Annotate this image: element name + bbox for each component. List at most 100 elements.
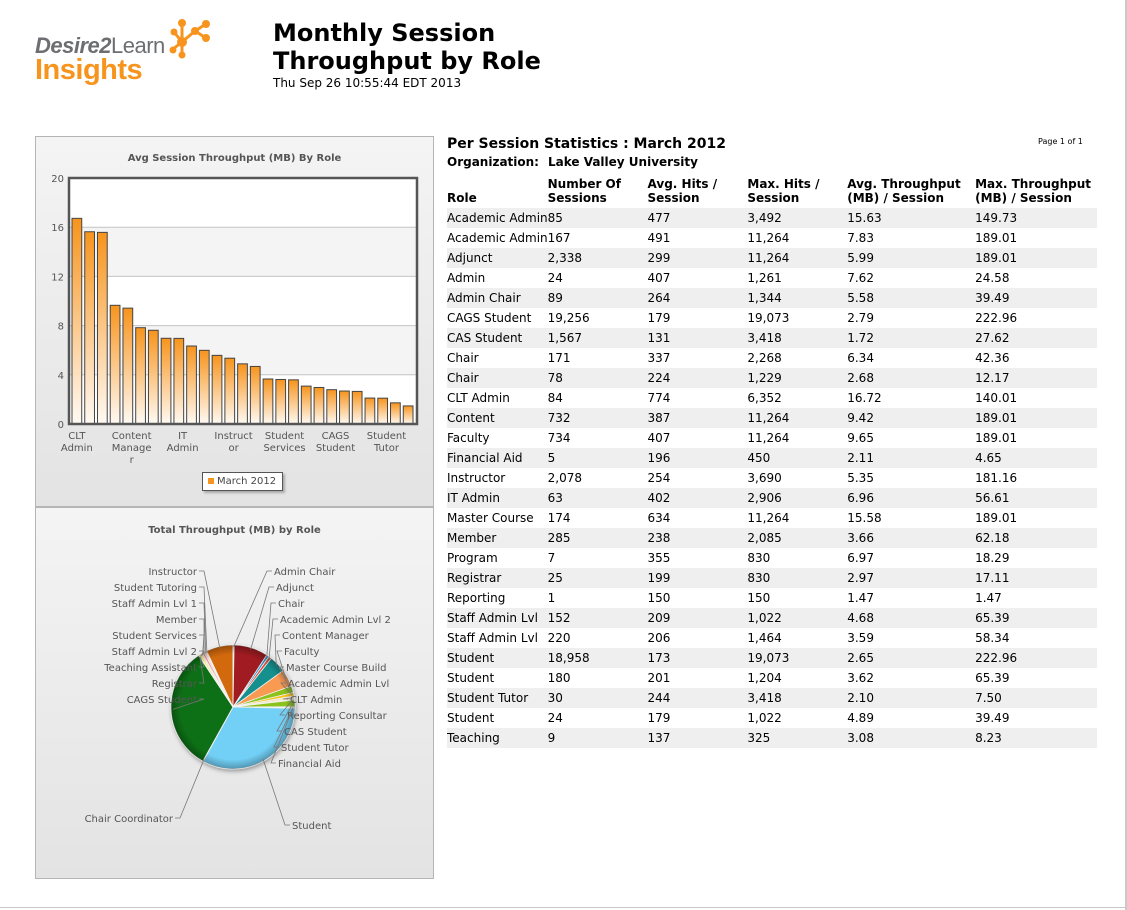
table-row: Student Tutor 30 244 3,418 2.10 7.50: [447, 688, 1097, 708]
column-header: Max. Hits / Session: [747, 177, 820, 205]
pie-label: Content Manager: [282, 631, 370, 642]
table-cell: 137: [647, 728, 748, 748]
grid-band: [69, 227, 417, 277]
x-tick-label: Services: [263, 443, 305, 454]
table-cell: 4.65: [975, 448, 1097, 468]
table-header-row: Role Number Of Sessions Avg. Hits / Session M…: [447, 177, 1097, 208]
bar-chart-title: Avg Session Throughput (MB) By Role: [127, 153, 342, 164]
pie-label: Master Course Build: [286, 663, 387, 674]
table-cell: 19,256: [547, 311, 590, 325]
table-row: Staff Admin Lvl 152 209 1,022 4.68 65.39: [447, 608, 1097, 628]
table-row: Adjunct 2,338 299 11,264 5.99 189.01: [447, 248, 1097, 268]
table-cell: CAS Student: [447, 328, 548, 348]
pie-leader-line: [278, 666, 291, 690]
table-cell: 1.47: [975, 591, 1002, 605]
pie-label: Instructor: [148, 567, 197, 578]
table-cell: 2,906: [747, 488, 848, 508]
bar: [351, 390, 363, 425]
table-cell: 491: [647, 231, 671, 245]
table-cell: 19,073: [747, 648, 848, 668]
table-cell: 734: [547, 431, 571, 445]
pie-label: Student Services: [112, 631, 197, 642]
bar: [237, 363, 248, 425]
table-cell: 171: [547, 351, 571, 365]
table-cell: 1,022: [747, 711, 782, 725]
table-cell: 140.01: [975, 391, 1018, 405]
table-cell: 89: [547, 288, 648, 308]
organization-line: Organization: Lake Valley University: [447, 155, 1097, 169]
x-tick-label: Tutor: [373, 443, 400, 454]
bar: [198, 349, 210, 425]
page-title: Monthly Session Throughput by Role: [273, 19, 541, 75]
pie-leader-line: [199, 570, 221, 649]
pie-shading: [171, 645, 295, 769]
table-cell: 830: [747, 551, 771, 565]
table-cell: Student: [447, 711, 495, 725]
table-cell: 5: [547, 448, 648, 468]
pie-label: Staff Admin Lvl 1: [112, 599, 197, 610]
table-cell: Staff Admin Lvl: [447, 631, 538, 645]
column-header: Role: [447, 191, 477, 205]
table-row: Program 7 355 830 6.97 18.29: [447, 548, 1097, 568]
table-cell: 179: [647, 311, 671, 325]
table-cell: 189.01: [975, 511, 1018, 525]
table-cell: 3.66: [847, 528, 976, 548]
logo-brand: Desire2: [35, 33, 112, 58]
table-cell: 2,085: [747, 528, 848, 548]
table-cell: Staff Admin Lvl: [447, 608, 548, 628]
table-cell: 131: [647, 328, 748, 348]
table-row: Reporting 1 150 150 1.47 1.47: [447, 588, 1097, 608]
pie-leader-line: [199, 656, 205, 684]
table-cell: 18,958: [547, 648, 648, 668]
table-cell: 7.50: [975, 688, 1097, 708]
table-cell: Master Course: [447, 511, 534, 525]
table-row: Content 732 387 11,264 9.42 189.01: [447, 408, 1097, 428]
table-cell: 285: [547, 528, 648, 548]
table-cell: 1,567: [547, 328, 648, 348]
table-cell: 2.10: [847, 688, 976, 708]
table-cell: 2.97: [847, 568, 976, 588]
table-cell: 65.39: [975, 608, 1097, 628]
table-cell: 24.58: [975, 271, 1010, 285]
table-cell: 173: [647, 648, 748, 668]
table-cell: 254: [647, 471, 671, 485]
table-cell: Faculty: [447, 431, 490, 445]
table-cell: 8.23: [975, 728, 1097, 748]
pie-label: Chair Coordinator: [85, 814, 174, 825]
pie-label: Registrar: [152, 679, 198, 690]
molecule-icon: [169, 19, 210, 59]
table-cell: 11,264: [747, 431, 790, 445]
table-cell: 39.49: [975, 288, 1097, 308]
pie-leader-line: [199, 618, 205, 655]
table-cell: 27.62: [975, 328, 1097, 348]
pie-label: Student Tutoring: [114, 583, 197, 594]
table-cell: Adjunct: [447, 248, 548, 268]
table-row: Instructor 2,078 254 3,690 5.35 181.16: [447, 468, 1097, 488]
table-cell: CAGS Student: [447, 311, 532, 325]
table-cell: 1,022: [747, 608, 848, 628]
table-cell: 17.11: [975, 568, 1097, 588]
table-row: Staff Admin Lvl 220 206 1,464 3.59 58.34: [447, 628, 1097, 648]
table-cell: 9.65: [847, 431, 874, 445]
table-cell: 16.72: [847, 391, 882, 405]
table-cell: 58.34: [975, 631, 1010, 645]
table-cell: 407: [647, 271, 671, 285]
bar: [160, 337, 172, 425]
bar: [186, 345, 197, 425]
plot-frame: [67, 176, 419, 426]
x-tick-label: Instruct: [214, 431, 252, 442]
table-cell: 196: [647, 448, 748, 468]
table-cell: 5.99: [847, 248, 976, 268]
table-cell: 3.62: [847, 671, 874, 685]
table-cell: 222.96: [975, 648, 1097, 668]
x-tick-label: Manage: [112, 443, 152, 454]
table-cell: 4.89: [847, 711, 874, 725]
x-tick-label: Student: [367, 431, 406, 442]
bar: [84, 231, 95, 425]
table-cell: 1,204: [747, 671, 782, 685]
table-cell: 189.01: [975, 248, 1097, 268]
table-cell: 209: [647, 608, 748, 628]
table-cell: 1.47: [847, 591, 874, 605]
bar: [249, 365, 261, 425]
bar-chart-legend: March 2012: [202, 472, 284, 491]
